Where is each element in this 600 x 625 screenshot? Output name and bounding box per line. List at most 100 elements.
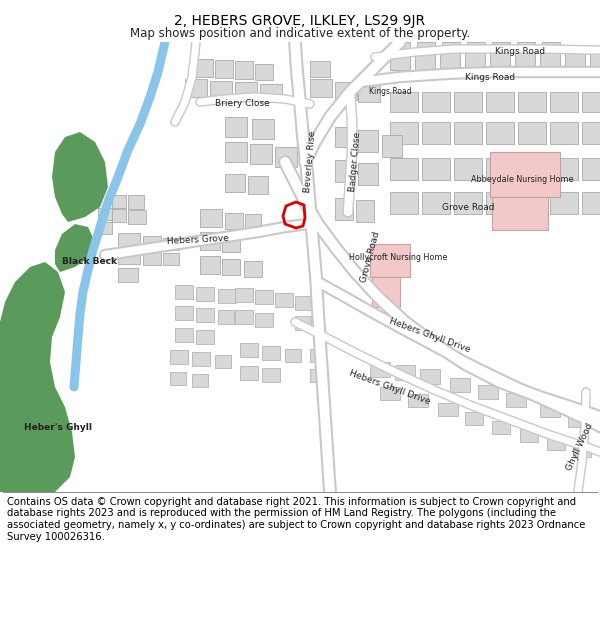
Polygon shape (422, 192, 450, 214)
Polygon shape (248, 176, 268, 194)
Polygon shape (542, 42, 560, 49)
Polygon shape (356, 200, 374, 222)
Polygon shape (582, 192, 600, 214)
Polygon shape (192, 374, 208, 387)
Polygon shape (422, 122, 450, 144)
Text: Hebers Ghyll Drive: Hebers Ghyll Drive (388, 316, 472, 354)
Polygon shape (490, 52, 510, 70)
Polygon shape (310, 369, 326, 382)
Polygon shape (390, 52, 410, 70)
Polygon shape (440, 52, 460, 70)
Polygon shape (422, 158, 450, 180)
Polygon shape (218, 289, 236, 303)
Polygon shape (370, 244, 410, 277)
Polygon shape (565, 52, 585, 70)
Text: Heber's Ghyll: Heber's Ghyll (24, 422, 92, 431)
Text: Hebers Grove: Hebers Grove (167, 234, 229, 246)
Polygon shape (582, 158, 600, 180)
Polygon shape (240, 343, 258, 357)
Polygon shape (262, 346, 280, 360)
Polygon shape (486, 92, 514, 112)
Polygon shape (235, 310, 253, 324)
Polygon shape (118, 268, 138, 282)
Polygon shape (225, 117, 247, 137)
Polygon shape (390, 158, 418, 180)
Polygon shape (163, 253, 179, 265)
Text: Hebers Ghyll Drive: Hebers Ghyll Drive (348, 368, 432, 406)
Polygon shape (112, 209, 126, 222)
Polygon shape (486, 192, 514, 214)
Polygon shape (454, 158, 482, 180)
Polygon shape (454, 122, 482, 144)
Polygon shape (372, 277, 400, 307)
Polygon shape (163, 238, 179, 250)
Text: Hollycroft Nursing Home: Hollycroft Nursing Home (349, 253, 447, 261)
Polygon shape (235, 61, 253, 79)
Polygon shape (467, 42, 485, 49)
Polygon shape (128, 210, 146, 224)
Polygon shape (465, 412, 483, 425)
Polygon shape (285, 349, 301, 362)
Text: 2, HEBERS GROVE, ILKLEY, LS29 9JR: 2, HEBERS GROVE, ILKLEY, LS29 9JR (175, 14, 425, 28)
Polygon shape (196, 330, 214, 344)
Polygon shape (492, 197, 548, 230)
Polygon shape (590, 52, 600, 70)
Text: Black Beck: Black Beck (62, 258, 118, 266)
Polygon shape (518, 192, 546, 214)
Polygon shape (295, 316, 311, 330)
Polygon shape (392, 42, 410, 49)
Polygon shape (222, 259, 240, 275)
Polygon shape (358, 130, 378, 152)
Polygon shape (408, 394, 428, 407)
Polygon shape (380, 387, 400, 400)
Polygon shape (490, 152, 560, 197)
Polygon shape (175, 328, 193, 342)
Text: Contains OS data © Crown copyright and database right 2021. This information is : Contains OS data © Crown copyright and d… (7, 497, 586, 542)
Polygon shape (550, 122, 578, 144)
Polygon shape (335, 160, 355, 182)
Polygon shape (275, 293, 293, 307)
Polygon shape (582, 92, 600, 112)
Polygon shape (486, 122, 514, 144)
Polygon shape (415, 52, 435, 70)
Polygon shape (225, 174, 245, 192)
Polygon shape (225, 213, 243, 229)
Polygon shape (55, 224, 95, 272)
Polygon shape (492, 42, 510, 49)
Polygon shape (390, 92, 418, 112)
Polygon shape (255, 313, 273, 327)
Polygon shape (195, 59, 213, 77)
Polygon shape (143, 236, 161, 249)
Polygon shape (517, 42, 535, 49)
Polygon shape (170, 350, 188, 364)
Polygon shape (390, 122, 418, 144)
Polygon shape (454, 192, 482, 214)
Polygon shape (550, 92, 578, 112)
Polygon shape (218, 310, 234, 324)
Polygon shape (143, 252, 161, 265)
Polygon shape (255, 290, 273, 304)
Polygon shape (358, 163, 378, 185)
Polygon shape (417, 42, 435, 49)
Polygon shape (518, 92, 546, 112)
Polygon shape (200, 209, 222, 227)
Polygon shape (215, 60, 233, 78)
Polygon shape (310, 349, 326, 362)
Polygon shape (450, 378, 470, 392)
Text: Kings Road: Kings Road (465, 72, 515, 81)
Polygon shape (573, 445, 591, 457)
Polygon shape (310, 79, 332, 97)
Polygon shape (244, 261, 262, 277)
Polygon shape (98, 222, 112, 234)
Polygon shape (310, 61, 330, 77)
Polygon shape (335, 198, 353, 220)
Polygon shape (196, 308, 214, 322)
Polygon shape (252, 119, 274, 139)
Polygon shape (170, 372, 186, 385)
Polygon shape (515, 52, 535, 70)
Polygon shape (550, 158, 578, 180)
Polygon shape (175, 285, 193, 299)
Polygon shape (200, 256, 220, 274)
Text: Grove Road: Grove Road (359, 231, 381, 284)
Polygon shape (582, 122, 600, 144)
